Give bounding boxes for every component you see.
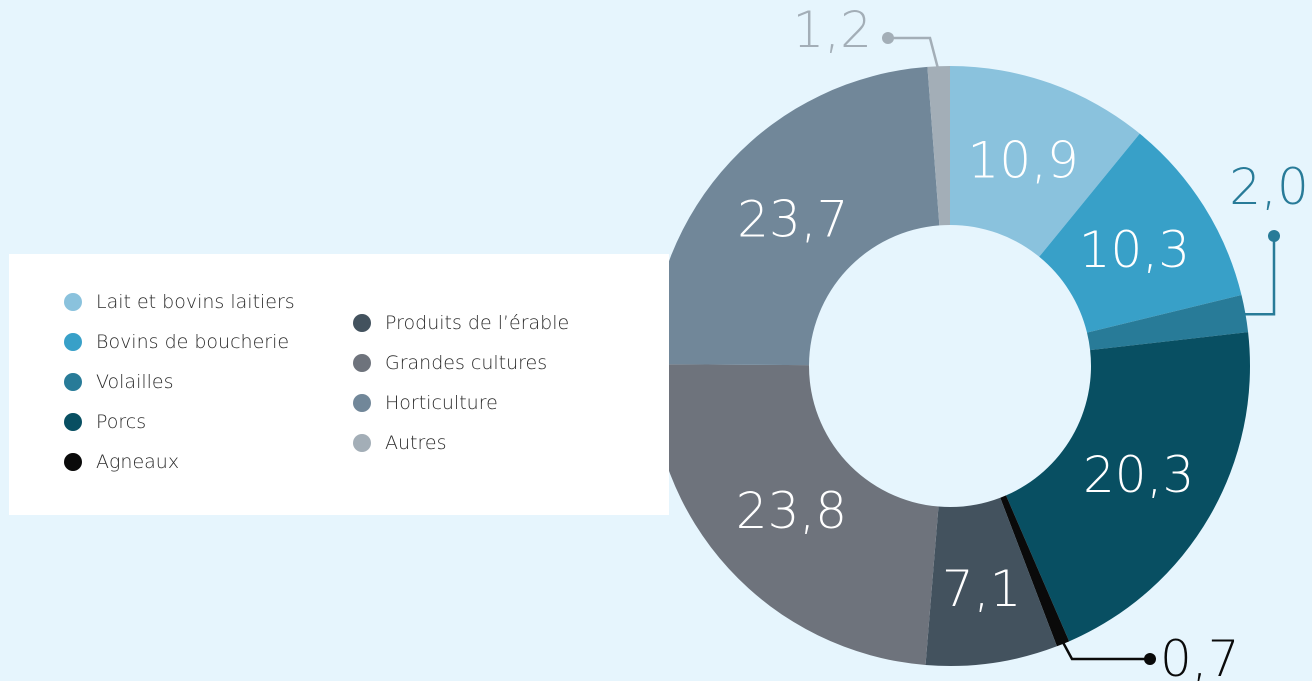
slice-agneaux [1000,495,1070,647]
legend-item-horticulture: Horticulture [353,392,498,414]
slice-lait-et-bovins-laitiers [950,66,1140,257]
legend-swatch [64,293,82,311]
legend-item-bovins-de-boucherie: Bovins de boucherie [64,331,289,353]
slice-bovins-de-boucherie [1039,133,1242,333]
legend: Lait et bovins laitiers Bovins de boucher… [9,254,669,515]
legend-label: Volailles [96,371,174,393]
data-label-autres: 1,2 [792,1,872,59]
data-label-volailles: 2,0 [1229,158,1309,216]
data-label-bovins-de-boucherie: 10,3 [1079,221,1190,279]
callout-dot-autres [882,32,894,44]
legend-swatch [353,354,371,372]
legend-label: Grandes cultures [385,352,548,374]
labels-group: 10,910,3 20,3 7,1 23,8 23,7 [736,132,1195,618]
legend-item-produits-de-l-erable: Produits de l’érable [353,312,569,334]
slice-autres [927,66,950,226]
data-label-porcs: 20,3 [1083,446,1194,504]
data-label-lait-et-bovins-laitiers: 10,9 [968,132,1079,190]
data-label-produits-de-l-erable: 7,1 [942,560,1022,618]
callout-line-volailles [1241,236,1276,316]
legend-swatch [353,314,371,332]
callout-line-agneaux [1059,637,1150,661]
legend-label: Porcs [96,411,147,433]
slice-produits-de-l-erable [925,497,1057,666]
callouts-group: 2,0 0,7 1,2 [792,1,1308,681]
data-label-horticulture: 23,7 [737,190,848,248]
legend-item-agneaux: Agneaux [64,451,179,473]
legend-label: Agneaux [96,451,180,473]
legend-swatch [64,453,82,471]
legend-label: Horticulture [385,392,498,414]
callout-line-autres [888,36,941,73]
legend-label: Bovins de boucherie [96,331,290,353]
legend-item-volailles: Volailles [64,371,174,393]
legend-label: Autres [385,432,447,454]
legend-swatch [64,413,82,431]
legend-label: Lait et bovins laitiers [96,291,295,313]
legend-swatch [64,333,82,351]
slice-horticulture [650,66,940,366]
legend-label: Produits de l’érable [385,312,570,334]
legend-swatch [64,373,82,391]
slices-group [649,66,1250,666]
callout-dot-volailles [1268,230,1280,242]
slice-grandes-cultures [649,364,939,665]
slice-volailles [1087,295,1249,351]
callout-dot-agneaux [1144,653,1156,665]
data-label-grandes-cultures: 23,8 [736,482,847,540]
data-label-agneaux: 0,7 [1160,630,1240,681]
legend-swatch [353,434,371,452]
legend-item-porcs: Porcs [64,411,146,433]
legend-swatch [353,394,371,412]
legend-item-grandes-cultures: Grandes cultures [353,352,547,374]
slice-porcs [1005,332,1250,642]
legend-item-autres: Autres [353,432,446,454]
legend-item-lait-et-bovins-laitiers: Lait et bovins laitiers [64,291,295,313]
